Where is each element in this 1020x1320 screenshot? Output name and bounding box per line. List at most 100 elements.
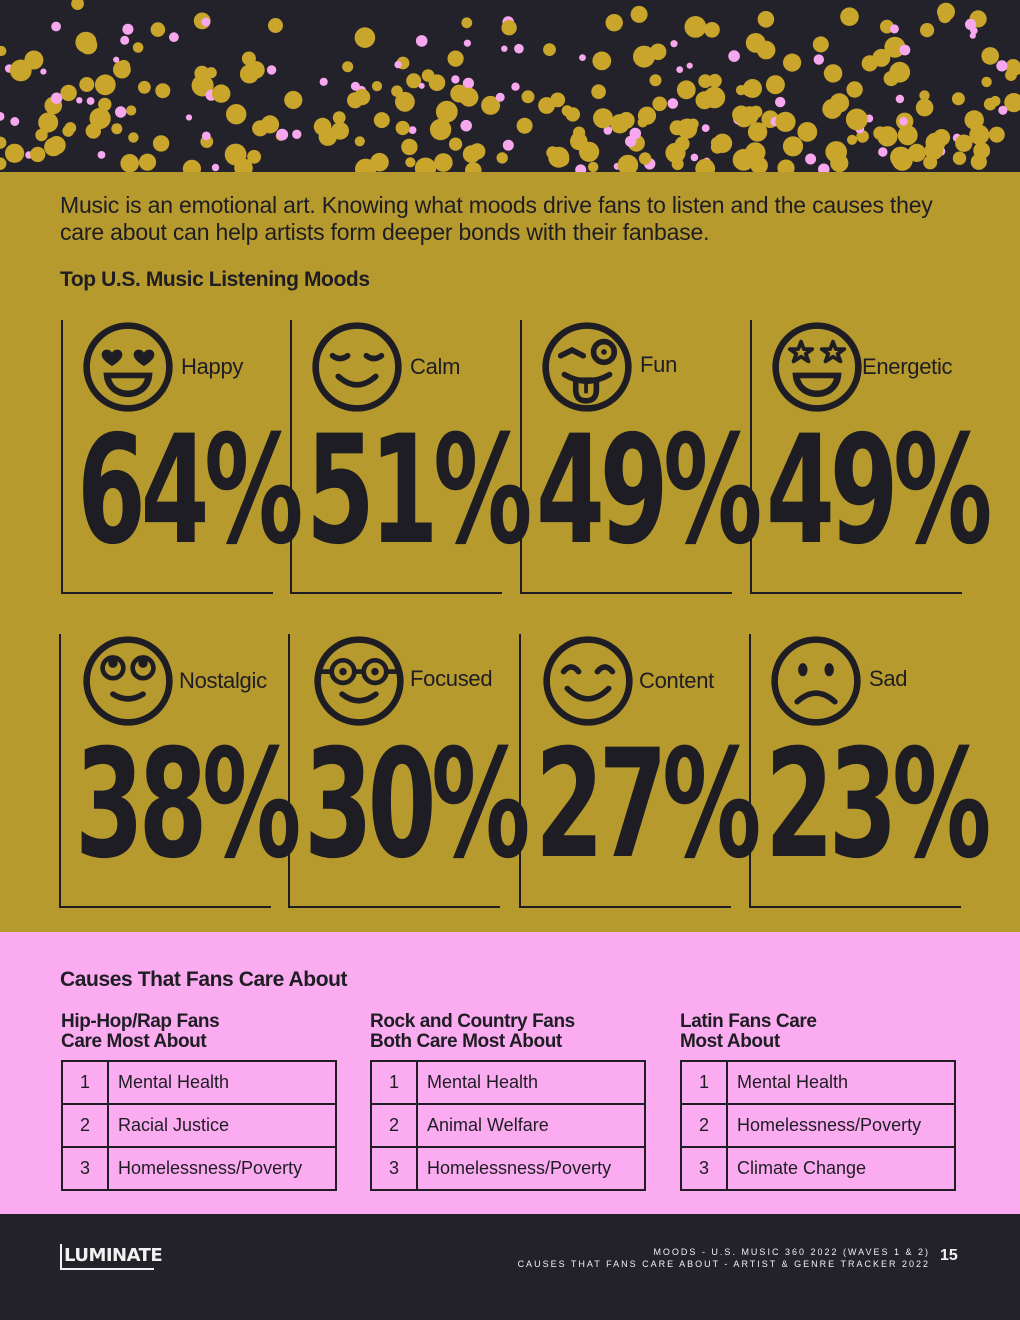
rank-cell: 2 [61,1103,109,1148]
mood-label: Energetic [862,354,953,379]
confetti-dot [51,21,61,32]
confetti-dot [603,126,613,135]
column-title: Hip-Hop/Rap Fans Care Most About [61,1012,339,1060]
confetti-dot [89,107,111,129]
confetti-dot [969,32,976,39]
rank-cell: 3 [370,1146,418,1191]
mood-label: Content [639,668,714,693]
confetti-dot [79,77,95,92]
mood-card-calm: Calm 51% [290,320,532,594]
confetti-dot [395,120,410,136]
confetti-dot [915,98,934,117]
confetti-dot [354,136,365,147]
confetti-dot [406,73,422,89]
moods-section: Music is an emotional art. Knowing what … [0,172,1020,932]
relieved-face-icon [312,322,402,412]
confetti-dot [783,53,802,72]
confetti-dot [115,106,127,118]
mood-label: Sad [869,666,908,691]
confetti-dot [889,24,899,34]
confetti-dot [496,152,508,164]
column-title-line: Most About [680,1031,780,1052]
cause-cell: Homelessness/Poverty [726,1103,956,1148]
confetti-dot [878,147,888,157]
confetti-dot [501,20,517,36]
confetti-dot [593,108,613,129]
confetti-dot [94,74,116,96]
confetti-dot [35,128,48,142]
table-row: 1 Mental Health [61,1060,337,1105]
confetti-dot [10,117,20,126]
mood-label: Nostalgic [179,668,267,693]
confetti-dot [845,108,868,131]
confetti-dot [247,149,261,164]
footer-source-line: CAUSES THAT FANS CARE ABOUT - ARTIST & G… [517,1259,930,1269]
table-row: 1 Mental Health [370,1060,646,1105]
mood-label: Calm [410,354,461,379]
confetti-dot [951,92,965,106]
confetti-dot [0,45,7,57]
confetti-dot [782,136,804,157]
confetti-dot [670,40,678,48]
confetti-dot [98,97,112,112]
confetti-dot [9,59,32,82]
confetti-dot [919,90,930,101]
confetti-dot [212,84,231,103]
confetti-dot [649,74,662,87]
rank-cell: 2 [680,1103,728,1148]
confetti-dot [86,97,95,105]
mood-percentage: 23% [765,718,991,892]
confetti-dot [629,127,642,140]
intro-text: Music is an emotional art. Knowing what … [60,192,933,245]
table-row: 3 Climate Change [680,1146,956,1191]
confetti-dot [401,138,418,156]
confetti-dot [818,163,830,172]
confetti-dot [610,114,630,134]
confetti-dot [873,126,887,140]
confetti-dot [371,81,383,92]
confetti-dot [122,23,134,35]
page-number: 15 [940,1247,958,1264]
confetti-dot [575,164,587,172]
confetti-dot [895,94,905,104]
confetti-dot [120,154,139,172]
luminate-logo: LUMINATE [60,1244,163,1270]
confetti-dot [952,151,967,165]
confetti-dot [805,153,817,165]
confetti-dot [462,77,474,89]
confetti-dot [988,126,1005,143]
confetti-dot [775,111,796,132]
footer-source: MOODS - U.S. MUSIC 360 2022 (WAVES 1 & 2… [518,1246,930,1270]
confetti-dot [747,122,768,142]
confetti-dot [182,159,201,172]
confetti-dot [318,127,337,146]
confetti-dot [502,139,514,151]
confetti-dot [434,153,453,172]
confetti-dot [883,70,899,87]
confetti-dot [408,126,417,134]
causes-title: Causes That Fans Care About [60,968,348,991]
causes-column-rock-country: Rock and Country Fans Both Care Most Abo… [370,1012,648,1191]
zany-tongue-face-icon [542,322,632,412]
mood-percentage: 49% [536,404,762,578]
confetti-dot [0,157,7,170]
confetti-dot [1005,69,1017,81]
mood-card-content: Content 27% [519,634,761,908]
column-title: Latin Fans Care Most About [680,1012,958,1060]
footer: LUMINATE MOODS - U.S. MUSIC 360 2022 (WA… [0,1214,1020,1320]
confetti-dot [354,27,376,48]
confetti-dot [983,97,997,111]
confetti-dot [969,124,990,145]
cause-cell: Mental Health [107,1060,337,1105]
confetti-dot [743,79,762,98]
confetti-dot [350,81,360,91]
confetti-dot [907,143,926,162]
confetti-dot [461,17,473,29]
table-row: 3 Homelessness/Poverty [370,1146,646,1191]
eye-roll-face-icon [83,636,173,726]
confetti-dot [226,104,247,125]
rank-cell: 1 [61,1060,109,1105]
confetti-dot [113,60,131,79]
confetti-dot [211,163,220,172]
confetti-dot [955,134,973,152]
